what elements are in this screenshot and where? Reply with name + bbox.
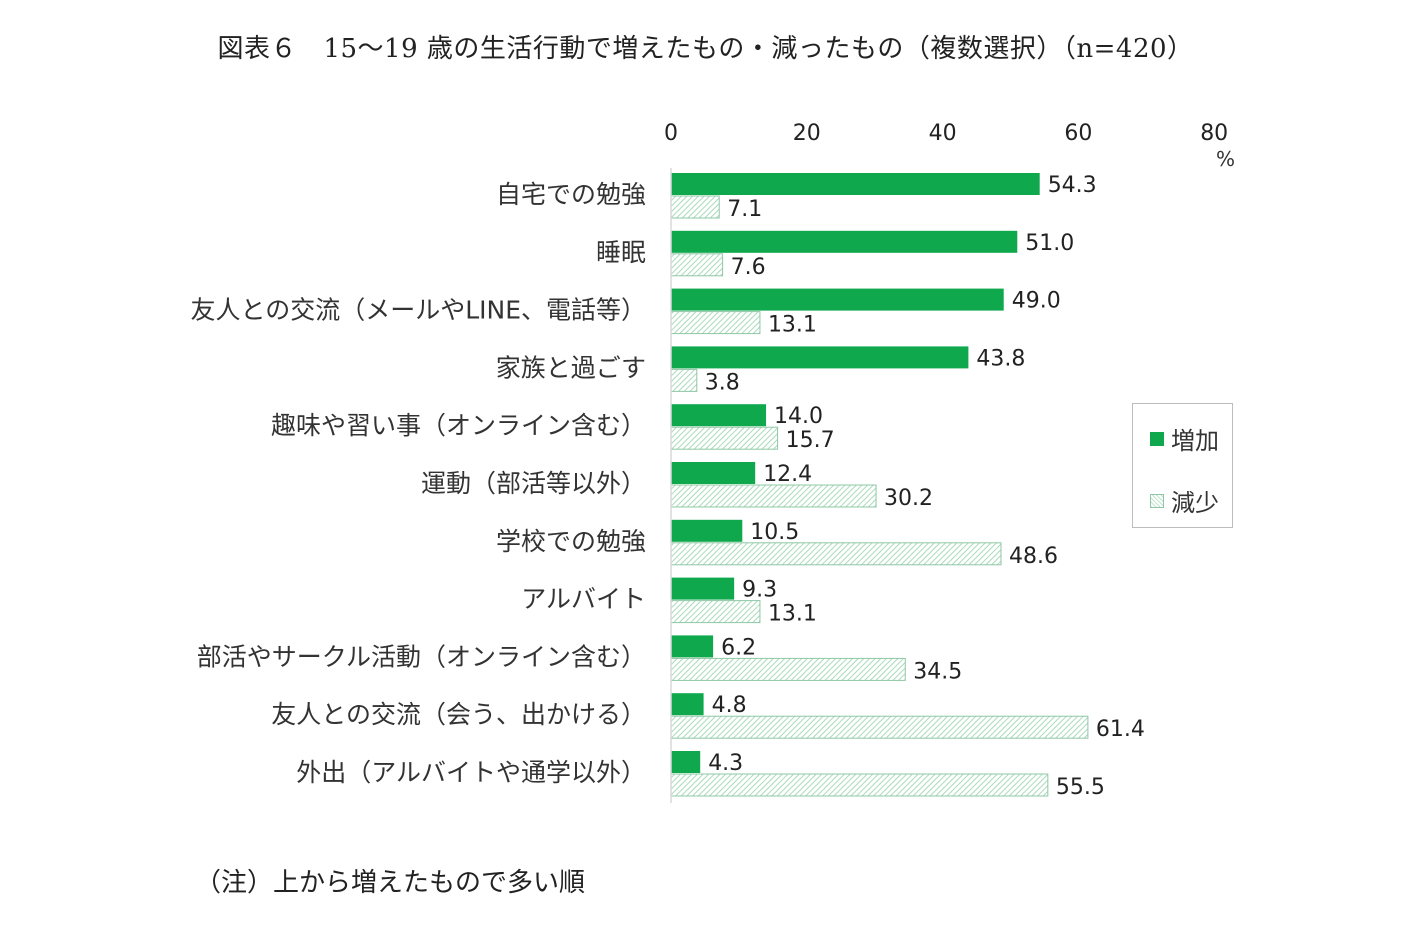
- data-label-increase: 12.4: [763, 462, 812, 487]
- unit-label: %: [1216, 147, 1235, 171]
- data-label-increase: 43.8: [976, 346, 1025, 371]
- data-label-increase: 9.3: [742, 578, 777, 603]
- data-label-decrease: 30.2: [884, 486, 933, 511]
- chart-title: 図表６ 15～19 歳の生活行動で増えたもの・減ったもの（複数選択）（n=420…: [217, 34, 1194, 64]
- legend-item-increase: 増加: [1150, 421, 1219, 456]
- x-tick-label: 80: [1200, 121, 1228, 146]
- data-label-decrease: 3.8: [705, 370, 740, 395]
- bar-decrease: [670, 253, 724, 277]
- category-label: 趣味や習い事（オンライン含む）: [271, 411, 646, 440]
- bar-increase: [671, 693, 704, 716]
- legend-label-increase: 増加: [1171, 427, 1219, 455]
- bar-increase: [671, 346, 969, 369]
- legend-swatch-decrease: [1150, 493, 1164, 508]
- bar-decrease: [670, 600, 761, 624]
- bar-decrease: [670, 368, 698, 392]
- category-label: 家族と過ごす: [496, 353, 646, 382]
- x-tick-label: 60: [1064, 121, 1092, 146]
- data-label-decrease: 34.5: [913, 659, 962, 684]
- data-label-decrease: 61.4: [1096, 717, 1145, 742]
- data-label-decrease: 48.6: [1009, 544, 1058, 569]
- bar-decrease: [670, 426, 779, 450]
- bar-increase: [671, 519, 743, 542]
- bar-decrease: [670, 773, 1049, 797]
- category-label: 運動（部活等以外）: [421, 469, 646, 498]
- data-label-increase: 10.5: [750, 520, 799, 545]
- category-label: 睡眠: [596, 238, 646, 267]
- data-label-increase: 51.0: [1025, 231, 1074, 256]
- data-label-increase: 49.0: [1012, 289, 1061, 314]
- bar-decrease: [670, 715, 1089, 739]
- chart-note: （注）上から増えたもので多い順: [195, 868, 586, 898]
- x-tick-label: 20: [793, 121, 821, 146]
- bar-increase: [671, 173, 1040, 195]
- category-label: 自宅での勉強: [496, 180, 646, 209]
- x-tick-label: 40: [929, 121, 957, 146]
- data-label-decrease: 7.6: [731, 255, 766, 280]
- x-tick-label: 0: [664, 121, 678, 146]
- category-label: アルバイト: [521, 585, 646, 614]
- category-label: 学校での勉強: [496, 527, 646, 556]
- bar-increase: [671, 462, 756, 484]
- bar-decrease: [670, 311, 761, 335]
- bar-increase: [671, 577, 735, 600]
- bar-decrease: [670, 195, 720, 219]
- data-label-decrease: 7.1: [727, 197, 762, 222]
- category-label: 友人との交流（メールやLINE、電話等）: [190, 296, 646, 325]
- category-label: 友人との交流（会う、出かける）: [271, 700, 646, 729]
- bar-decrease: [670, 657, 906, 681]
- data-label-increase: 6.2: [721, 635, 756, 660]
- data-label-decrease: 15.7: [786, 428, 835, 453]
- bar-decrease: [670, 542, 1002, 566]
- data-label-increase: 4.8: [712, 693, 747, 718]
- bar-increase: [671, 288, 1004, 311]
- legend-label-decrease: 減少: [1171, 489, 1219, 517]
- bar-increase: [671, 751, 701, 773]
- data-label-decrease: 55.5: [1056, 775, 1105, 800]
- bar-increase: [671, 230, 1018, 253]
- data-label-decrease: 13.1: [768, 602, 817, 627]
- bar-increase: [671, 635, 714, 658]
- bar-decrease: [670, 484, 877, 508]
- legend: 増加 減少: [1132, 403, 1233, 528]
- data-label-decrease: 13.1: [768, 313, 817, 338]
- legend-item-decrease: 減少: [1150, 483, 1219, 518]
- legend-swatch-increase: [1150, 431, 1164, 446]
- data-label-increase: 14.0: [774, 404, 823, 429]
- bar-increase: [671, 404, 767, 427]
- data-label-increase: 4.3: [708, 751, 743, 776]
- category-label: 部活やサークル活動（オンライン含む）: [197, 642, 646, 671]
- category-label: 外出（アルバイトや通学以外）: [296, 758, 646, 787]
- data-label-increase: 54.3: [1048, 173, 1097, 198]
